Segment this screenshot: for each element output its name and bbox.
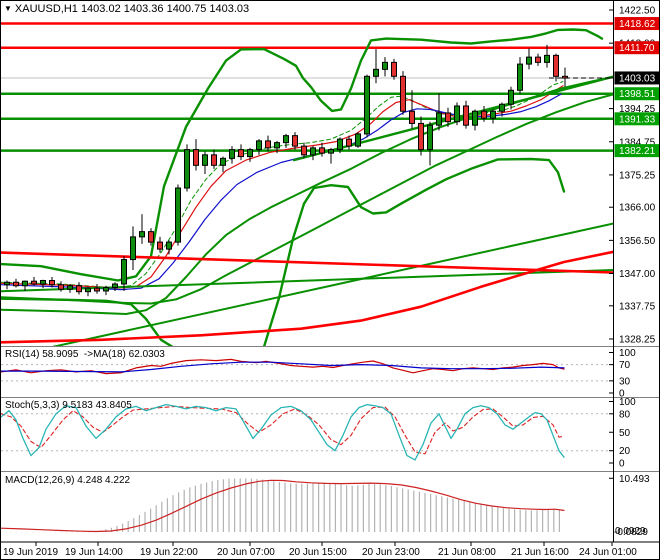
price-axis[interactable]: 1422.501413.001394.251384.751375.251366.… [609, 6, 660, 346]
overlay-bollinger-middle [1, 81, 564, 288]
overlay-trendline-red-down [1, 251, 613, 274]
svg-text:1375.25: 1375.25 [619, 170, 656, 181]
svg-text:21 Jun 16:00: 21 Jun 16:00 [511, 547, 569, 558]
svg-text:19 Jun 2019: 19 Jun 2019 [3, 547, 58, 558]
svg-text:1418.62: 1418.62 [619, 19, 656, 30]
svg-text:0: 0 [619, 389, 625, 400]
svg-text:24 Jun 01:00: 24 Jun 01:00 [579, 547, 637, 558]
overlay-trendline-green-b [1, 269, 613, 293]
symbol-ohlc-header: ▼ XAUUSD,H1 1403.02 1403.36 1400.75 1403.… [4, 3, 249, 15]
chart-frame [1, 1, 659, 543]
svg-text:50: 50 [619, 428, 631, 439]
overlay-bollinger-upper [1, 28, 604, 282]
symbol-ohlc-text: XAUUSD,H1 1403.02 1403.36 1400.75 1403.0… [14, 3, 250, 15]
svg-text:1394.25: 1394.25 [619, 104, 656, 115]
overlay-bollinger-lower [1, 157, 566, 346]
svg-text:80: 80 [619, 409, 631, 420]
svg-text:1347.00: 1347.00 [619, 269, 656, 280]
macd-panel[interactable] [1, 478, 565, 533]
svg-text:70: 70 [619, 360, 631, 371]
candlesticks [4, 44, 568, 297]
svg-text:1382.21: 1382.21 [619, 146, 656, 157]
svg-text:100: 100 [619, 348, 636, 359]
svg-text:20 Jun 07:00: 20 Jun 07:00 [217, 547, 275, 558]
svg-text:1403.03: 1403.03 [619, 73, 656, 84]
svg-text:1391.33: 1391.33 [619, 114, 656, 125]
svg-text:20: 20 [619, 446, 631, 457]
rsi-panel[interactable] [1, 358, 613, 382]
svg-text:1422.50: 1422.50 [619, 6, 656, 17]
svg-text:-0.0829: -0.0829 [614, 527, 648, 538]
overlay-ma-slow-2 [1, 93, 613, 305]
svg-text:0: 0 [619, 459, 625, 470]
svg-text:1328.25: 1328.25 [619, 334, 656, 345]
time-axis[interactable]: 19 Jun 2019 19 Jun 14:00 19 Jun 22:00 20 Ju… [3, 542, 637, 558]
svg-text:20 Jun 23:00: 20 Jun 23:00 [362, 547, 420, 558]
svg-text:1411.70: 1411.70 [619, 43, 655, 54]
svg-text:20 Jun 15:00: 20 Jun 15:00 [289, 547, 347, 558]
overlay-ma-slow-1 [1, 76, 613, 315]
svg-text:30: 30 [619, 376, 631, 387]
rsi-indicator-title: RSI(14) 58.9095 ->MA(18) 62.0303 [5, 349, 165, 360]
stochastic-indicator-title: Stoch(5,3,3) 9.5183 43.8405 [5, 400, 132, 411]
svg-text:19 Jun 22:00: 19 Jun 22:00 [140, 547, 198, 558]
svg-text:1356.50: 1356.50 [619, 236, 656, 247]
svg-text:100: 100 [619, 397, 636, 408]
overlay-trendline-green-a [52, 222, 613, 346]
svg-text:10.493: 10.493 [619, 474, 650, 485]
svg-text:1366.00: 1366.00 [619, 203, 656, 214]
symbol-dropdown-icon: ▼ [4, 4, 12, 13]
svg-text:1384.75: 1384.75 [619, 137, 656, 148]
svg-text:0.0929: 0.0929 [615, 526, 646, 537]
main-chart-panel[interactable] [1, 22, 613, 354]
overlay-trendline-red-up [1, 250, 613, 344]
svg-text:19 Jun 14:00: 19 Jun 14:00 [65, 547, 123, 558]
svg-text:1398.51: 1398.51 [619, 89, 656, 100]
svg-text:21 Jun 08:00: 21 Jun 08:00 [438, 547, 496, 558]
svg-text:1337.75: 1337.75 [619, 301, 656, 312]
macd-indicator-title: MACD(12,26,9) 4.248 4.222 [5, 475, 131, 486]
stochastic-panel[interactable] [1, 403, 613, 461]
